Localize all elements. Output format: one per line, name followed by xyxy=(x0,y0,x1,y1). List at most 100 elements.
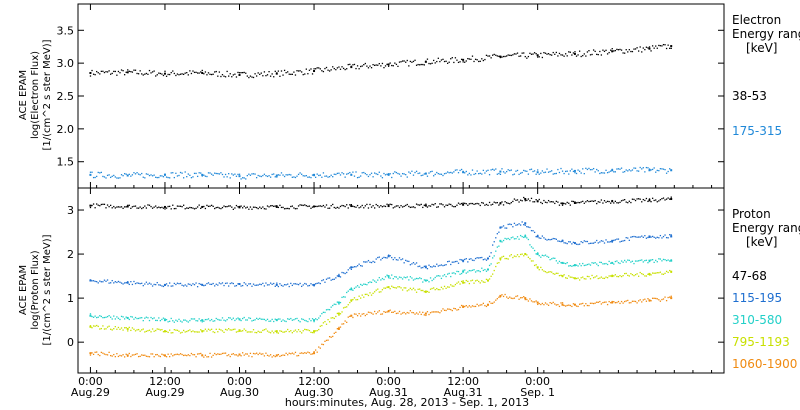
scatter-point xyxy=(235,318,238,320)
scatter-point xyxy=(173,329,175,331)
scatter-point xyxy=(627,170,629,172)
scatter-point xyxy=(571,200,573,202)
scatter-point xyxy=(457,262,460,264)
scatter-point xyxy=(459,258,461,261)
y-tick-label: 3 xyxy=(67,204,74,217)
scatter-point xyxy=(294,351,297,354)
scatter-point xyxy=(575,243,578,245)
scatter-point xyxy=(269,282,272,284)
scatter-point xyxy=(439,275,441,277)
scatter-point xyxy=(238,283,241,285)
scatter-point xyxy=(224,352,227,354)
scatter-point xyxy=(116,206,118,208)
scatter-point xyxy=(170,332,172,334)
scatter-point xyxy=(161,73,163,75)
scatter-point xyxy=(358,286,360,288)
scatter-point xyxy=(150,205,152,208)
scatter-point xyxy=(453,285,455,287)
scatter-point xyxy=(624,239,626,242)
scatter-point xyxy=(201,331,203,333)
scatter-point xyxy=(481,256,483,259)
data-point xyxy=(561,202,564,205)
scatter-point xyxy=(91,315,93,318)
scatter-point xyxy=(99,205,101,207)
scatter-point xyxy=(333,206,335,209)
scatter-point xyxy=(285,330,287,333)
scatter-point xyxy=(119,72,121,74)
scatter-point xyxy=(136,72,138,75)
scatter-point xyxy=(515,237,517,240)
scatter-point xyxy=(498,231,500,233)
scatter-point xyxy=(537,169,539,171)
scatter-point xyxy=(91,204,93,207)
series-175-315 xyxy=(89,166,673,180)
scatter-point xyxy=(335,315,337,318)
scatter-point xyxy=(389,173,391,175)
scatter-point xyxy=(206,282,208,285)
scatter-point xyxy=(446,308,449,310)
scatter-point xyxy=(280,284,283,287)
scatter-point xyxy=(476,170,478,172)
scatter-point xyxy=(529,168,531,171)
scatter-point xyxy=(363,296,365,298)
scatter-point xyxy=(446,273,449,275)
scatter-point xyxy=(123,327,126,329)
scatter-point xyxy=(243,328,245,330)
scatter-point xyxy=(268,331,270,333)
scatter-point xyxy=(374,291,376,293)
scatter-point xyxy=(586,240,589,243)
scatter-point xyxy=(372,63,374,66)
scatter-point xyxy=(172,320,174,322)
scatter-point xyxy=(195,282,197,284)
scatter-point xyxy=(325,204,328,206)
scatter-point xyxy=(318,317,320,319)
scatter-point xyxy=(521,200,523,202)
scatter-point xyxy=(487,55,489,57)
scatter-point xyxy=(224,328,227,331)
scatter-point xyxy=(332,335,334,338)
scatter-point xyxy=(490,252,492,254)
data-point xyxy=(89,204,92,207)
scatter-point xyxy=(106,326,109,328)
scatter-point xyxy=(650,169,652,171)
scatter-point xyxy=(377,204,379,207)
scatter-point xyxy=(516,199,519,201)
scatter-point xyxy=(510,254,512,256)
scatter-point xyxy=(426,279,429,281)
scatter-point xyxy=(437,57,439,59)
scatter-point xyxy=(386,173,388,175)
scatter-point xyxy=(316,67,318,69)
scatter-point xyxy=(341,204,343,207)
scatter-point xyxy=(91,69,93,72)
scatter-point xyxy=(403,311,405,314)
scatter-point xyxy=(103,316,106,319)
scatter-point xyxy=(155,176,157,178)
scatter-point xyxy=(238,173,241,175)
scatter-point xyxy=(220,75,222,78)
scatter-point xyxy=(259,206,261,208)
scatter-point xyxy=(425,291,427,294)
scatter-point xyxy=(207,205,210,208)
scatter-point xyxy=(439,264,441,267)
scatter-point xyxy=(111,318,113,320)
scatter-point xyxy=(569,304,571,307)
x-tick-date: Aug.29 xyxy=(71,386,110,399)
scatter-point xyxy=(350,173,353,176)
scatter-point xyxy=(425,203,427,205)
scatter-point xyxy=(105,353,107,356)
scatter-point xyxy=(339,326,342,328)
scatter-point xyxy=(459,61,461,63)
scatter-point xyxy=(476,59,478,61)
scatter-point xyxy=(200,283,202,285)
scatter-point xyxy=(610,241,612,243)
scatter-point xyxy=(108,70,110,72)
scatter-point xyxy=(391,64,393,67)
data-point xyxy=(462,58,465,61)
scatter-point xyxy=(541,202,544,205)
scatter-point xyxy=(276,176,278,178)
scatter-point xyxy=(159,175,162,177)
scatter-point xyxy=(384,174,387,176)
scatter-point xyxy=(572,200,575,203)
scatter-point xyxy=(322,343,325,346)
scatter-point xyxy=(624,272,626,275)
